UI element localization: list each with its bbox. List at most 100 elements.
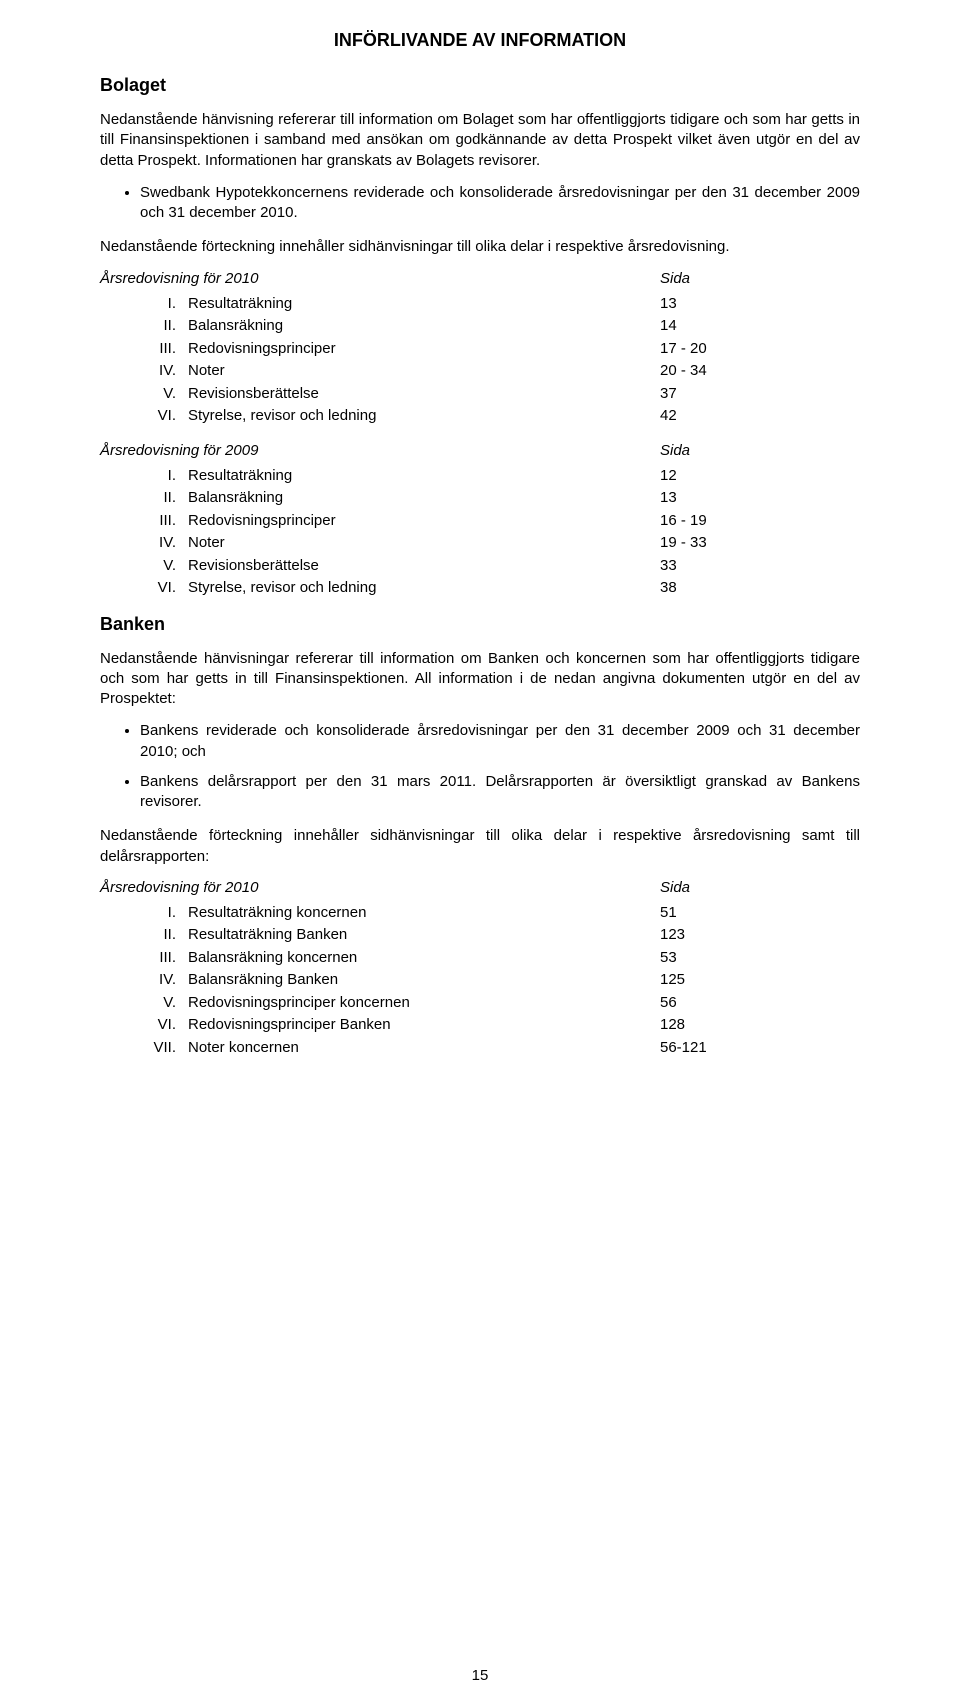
toc-row: VI.Styrelse, revisor och ledning38 xyxy=(140,577,860,600)
toc-label: Noter xyxy=(188,532,660,555)
toc-row: IV.Noter19 - 33 xyxy=(140,532,860,555)
toc-roman: II. xyxy=(140,924,188,947)
toc-roman: VII. xyxy=(140,1037,188,1060)
toc-row: I.Resultaträkning13 xyxy=(140,293,860,316)
toc-row: VII.Noter koncernen56-121 xyxy=(140,1037,860,1060)
toc-page: 12 xyxy=(660,465,860,488)
toc-sida-label: Sida xyxy=(660,879,860,896)
toc-roman: IV. xyxy=(140,969,188,992)
toc-roman: II. xyxy=(140,315,188,338)
toc-roman: II. xyxy=(140,487,188,510)
page-title: INFÖRLIVANDE AV INFORMATION xyxy=(100,30,860,51)
toc-row: VI.Redovisningsprinciper Banken128 xyxy=(140,1014,860,1037)
toc-sida-label: Sida xyxy=(660,270,860,287)
bolaget-bullet-1: Swedbank Hypotekkoncernens reviderade oc… xyxy=(140,183,860,224)
toc-header-bolaget-2010: Årsredovisning för 2010 Sida xyxy=(100,270,860,287)
toc-label: Redovisningsprinciper xyxy=(188,510,660,533)
toc-roman: IV. xyxy=(140,532,188,555)
toc-label: Styrelse, revisor och ledning xyxy=(188,577,660,600)
toc-label: Revisionsberättelse xyxy=(188,383,660,406)
banken-bullets: Bankens reviderade och konsoliderade års… xyxy=(100,721,860,812)
page: INFÖRLIVANDE AV INFORMATION Bolaget Neda… xyxy=(0,0,960,1704)
banken-para-1: Nedanstående hänvisningar refererar till… xyxy=(100,649,860,710)
toc-page: 125 xyxy=(660,969,860,992)
toc-header-banken-2010: Årsredovisning för 2010 Sida xyxy=(100,879,860,896)
toc-page: 56-121 xyxy=(660,1037,860,1060)
toc-page: 56 xyxy=(660,992,860,1015)
page-number: 15 xyxy=(0,1667,960,1684)
toc-page: 128 xyxy=(660,1014,860,1037)
toc-row: III.Redovisningsprinciper17 - 20 xyxy=(140,338,860,361)
toc-label: Redovisningsprinciper koncernen xyxy=(188,992,660,1015)
toc-roman: V. xyxy=(140,992,188,1015)
toc-page: 33 xyxy=(660,555,860,578)
toc-row: II.Resultaträkning Banken123 xyxy=(140,924,860,947)
toc-roman: VI. xyxy=(140,405,188,428)
toc-row: V.Revisionsberättelse37 xyxy=(140,383,860,406)
toc-page: 14 xyxy=(660,315,860,338)
toc-page: 38 xyxy=(660,577,860,600)
toc-list-bolaget-2009: I.Resultaträkning12II.Balansräkning13III… xyxy=(140,465,860,600)
toc-row: IV.Noter20 - 34 xyxy=(140,360,860,383)
bolaget-para-1: Nedanstående hänvisning refererar till i… xyxy=(100,110,860,171)
toc-roman: IV. xyxy=(140,360,188,383)
toc-page: 19 - 33 xyxy=(660,532,860,555)
toc-label: Balansräkning xyxy=(188,315,660,338)
toc-roman: I. xyxy=(140,293,188,316)
toc-label: Resultaträkning Banken xyxy=(188,924,660,947)
toc-title: Årsredovisning för 2009 xyxy=(100,442,660,459)
toc-page: 13 xyxy=(660,487,860,510)
toc-title: Årsredovisning för 2010 xyxy=(100,879,660,896)
toc-row: I.Resultaträkning12 xyxy=(140,465,860,488)
section-heading-bolaget: Bolaget xyxy=(100,75,860,96)
toc-roman: VI. xyxy=(140,577,188,600)
toc-page: 42 xyxy=(660,405,860,428)
toc-page: 37 xyxy=(660,383,860,406)
banken-bullet-2: Bankens delårsrapport per den 31 mars 20… xyxy=(140,772,860,813)
toc-roman: III. xyxy=(140,338,188,361)
toc-page: 13 xyxy=(660,293,860,316)
toc-roman: III. xyxy=(140,947,188,970)
section-heading-banken: Banken xyxy=(100,614,860,635)
toc-label: Resultaträkning xyxy=(188,465,660,488)
toc-label: Resultaträkning xyxy=(188,293,660,316)
toc-page: 20 - 34 xyxy=(660,360,860,383)
toc-row: V.Revisionsberättelse33 xyxy=(140,555,860,578)
toc-label: Redovisningsprinciper Banken xyxy=(188,1014,660,1037)
toc-roman: I. xyxy=(140,465,188,488)
toc-list-banken-2010: I.Resultaträkning koncernen51II.Resultat… xyxy=(140,902,860,1060)
toc-row: I.Resultaträkning koncernen51 xyxy=(140,902,860,925)
toc-label: Redovisningsprinciper xyxy=(188,338,660,361)
toc-page: 17 - 20 xyxy=(660,338,860,361)
toc-sida-label: Sida xyxy=(660,442,860,459)
toc-roman: I. xyxy=(140,902,188,925)
toc-label: Balansräkning koncernen xyxy=(188,947,660,970)
toc-row: IV.Balansräkning Banken125 xyxy=(140,969,860,992)
toc-page: 123 xyxy=(660,924,860,947)
toc-label: Balansräkning Banken xyxy=(188,969,660,992)
toc-roman: III. xyxy=(140,510,188,533)
toc-row: II.Balansräkning13 xyxy=(140,487,860,510)
toc-roman: V. xyxy=(140,383,188,406)
toc-row: VI.Styrelse, revisor och ledning42 xyxy=(140,405,860,428)
toc-page: 51 xyxy=(660,902,860,925)
toc-title: Årsredovisning för 2010 xyxy=(100,270,660,287)
bolaget-bullets: Swedbank Hypotekkoncernens reviderade oc… xyxy=(100,183,860,224)
toc-label: Revisionsberättelse xyxy=(188,555,660,578)
toc-row: III.Balansräkning koncernen53 xyxy=(140,947,860,970)
toc-row: II.Balansräkning14 xyxy=(140,315,860,338)
bolaget-para-2: Nedanstående förteckning innehåller sidh… xyxy=(100,237,860,257)
toc-roman: VI. xyxy=(140,1014,188,1037)
toc-page: 16 - 19 xyxy=(660,510,860,533)
toc-row: III.Redovisningsprinciper16 - 19 xyxy=(140,510,860,533)
toc-label: Balansräkning xyxy=(188,487,660,510)
toc-list-bolaget-2010: I.Resultaträkning13II.Balansräkning14III… xyxy=(140,293,860,428)
toc-row: V.Redovisningsprinciper koncernen56 xyxy=(140,992,860,1015)
banken-bullet-1: Bankens reviderade och konsoliderade års… xyxy=(140,721,860,762)
toc-header-bolaget-2009: Årsredovisning för 2009 Sida xyxy=(100,442,860,459)
toc-page: 53 xyxy=(660,947,860,970)
toc-label: Styrelse, revisor och ledning xyxy=(188,405,660,428)
toc-label: Noter xyxy=(188,360,660,383)
banken-para-2: Nedanstående förteckning innehåller sidh… xyxy=(100,826,860,867)
toc-roman: V. xyxy=(140,555,188,578)
